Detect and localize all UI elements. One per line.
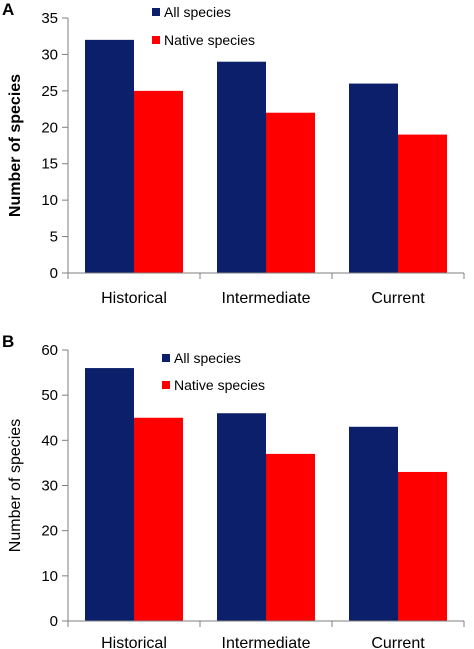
y-tick-label: 15 xyxy=(41,156,58,173)
x-category-label: Current xyxy=(371,290,425,307)
bar-chart-a: 0 5 10 15 20 25 30 35 Historical Intermediate Curr… xyxy=(2,0,465,307)
bar-a-native-species-current xyxy=(398,134,447,273)
chart-panel-b: 0 10 20 30 40 50 60 Historical Intermediate Curre… xyxy=(0,325,474,649)
bar-a-all-species-intermediate xyxy=(217,61,266,273)
legend-label: All species xyxy=(164,4,231,20)
panel-label: B xyxy=(2,332,14,351)
y-tick-label: 10 xyxy=(41,568,58,585)
y-axis-title: Number of species xyxy=(7,419,24,552)
x-category-label: Historical xyxy=(101,635,167,649)
bar-a-native-species-historical xyxy=(134,90,183,273)
chart-panel-a: 0 5 10 15 20 25 30 35 Historical Intermediate Curr… xyxy=(0,0,474,320)
x-category-label: Historical xyxy=(101,290,167,307)
y-tick-label: 0 xyxy=(50,265,58,282)
y-tick-label: 0 xyxy=(50,613,58,630)
y-tick-label: 60 xyxy=(41,342,58,359)
legend-swatch xyxy=(152,36,160,44)
bar-a-all-species-historical xyxy=(85,39,134,273)
x-category-label: Intermediate xyxy=(222,635,311,649)
y-tick-label: 10 xyxy=(41,192,58,209)
bar-b-all-species-intermediate xyxy=(217,413,266,621)
bar-b-native-species-current xyxy=(398,471,447,621)
bar-b-all-species-historical xyxy=(85,368,134,621)
bar-b-native-species-historical xyxy=(134,417,183,621)
bar-a-all-species-current xyxy=(349,83,398,273)
y-tick-label: 35 xyxy=(41,10,58,27)
legend-label: All species xyxy=(174,350,241,366)
y-tick-label: 20 xyxy=(41,523,58,540)
y-tick-label: 40 xyxy=(41,432,58,449)
x-category-label: Intermediate xyxy=(222,290,311,307)
legend-label: Native species xyxy=(164,32,255,48)
y-tick-label: 30 xyxy=(41,46,58,63)
y-axis-title: Number of species xyxy=(7,74,24,217)
legend-label: Native species xyxy=(174,377,265,393)
x-category-label: Current xyxy=(371,635,425,649)
panel-label: A xyxy=(2,0,14,19)
legend-swatch xyxy=(152,8,160,16)
bar-chart-b: 0 10 20 30 40 50 60 Historical Intermediate Curre… xyxy=(2,332,465,649)
y-tick-label: 5 xyxy=(50,229,58,246)
y-tick-label: 50 xyxy=(41,387,58,404)
y-tick-label: 20 xyxy=(41,119,58,136)
bar-b-native-species-intermediate xyxy=(266,453,315,621)
legend-swatch xyxy=(162,354,170,362)
y-tick-label: 30 xyxy=(41,478,58,495)
y-tick-label: 25 xyxy=(41,83,58,100)
bar-b-all-species-current xyxy=(349,426,398,621)
bar-a-native-species-intermediate xyxy=(266,112,315,273)
legend-swatch xyxy=(162,381,170,389)
